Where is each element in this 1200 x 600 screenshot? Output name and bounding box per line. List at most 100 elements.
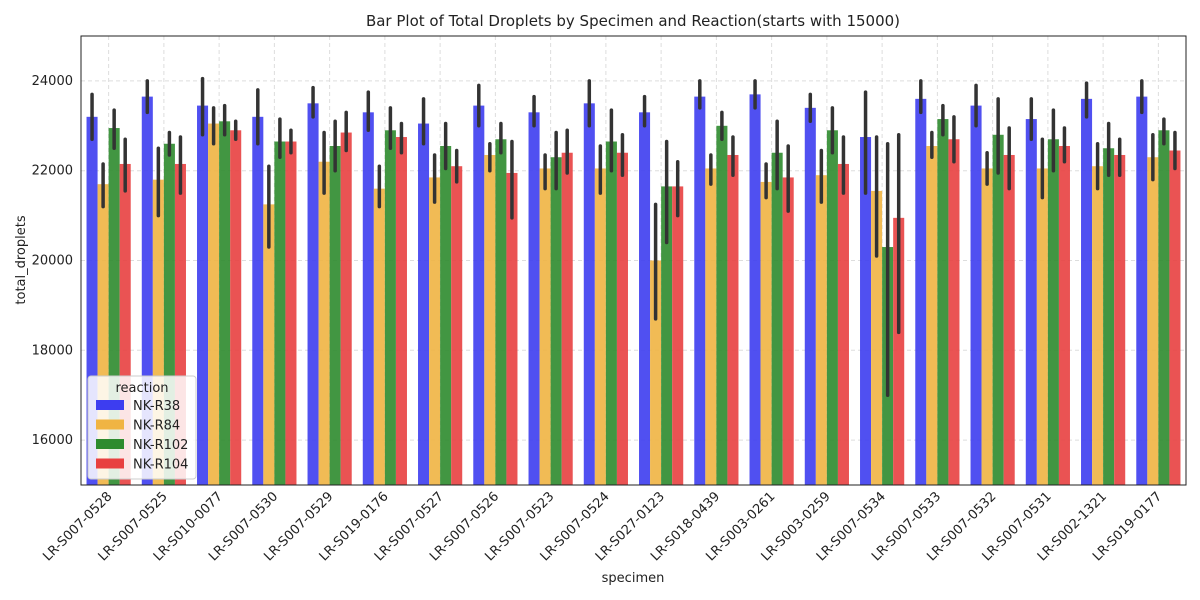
legend-label: NK-R38 — [133, 399, 180, 414]
bar-nk-r104 — [1003, 154, 1015, 486]
y-tick-label: 20000 — [32, 254, 73, 269]
bar-nk-r84 — [871, 190, 883, 485]
bar-nk-r102 — [274, 141, 286, 485]
bar-nk-r38 — [362, 112, 374, 485]
bar-nk-r38 — [1136, 96, 1148, 486]
legend-swatch — [96, 458, 124, 469]
bar-nk-r102 — [605, 141, 617, 485]
bar-nk-r84 — [650, 260, 662, 485]
bar-nk-r38 — [915, 98, 927, 486]
bar-nk-r102 — [716, 125, 728, 486]
bar-nk-r38 — [1025, 119, 1037, 485]
plot-frame — [80, 35, 1187, 486]
bar-nk-r104 — [727, 154, 739, 486]
bar-nk-r38 — [970, 105, 982, 485]
bar-nk-r38 — [583, 103, 595, 485]
bar-nk-r102 — [771, 152, 783, 486]
bar-nk-r84 — [705, 168, 717, 485]
legend-title: reaction — [115, 381, 168, 396]
bar-nk-r38 — [197, 105, 209, 485]
bar-nk-r102 — [992, 134, 1004, 485]
bar-nk-r104 — [1114, 154, 1126, 486]
x-ticks: LR-S007-0528LR-S007-0525LR-S010-0077LR-S… — [40, 489, 1165, 564]
bar-nk-r104 — [672, 186, 684, 486]
bar-nk-r102 — [495, 139, 507, 485]
bar-nk-r84 — [429, 177, 441, 485]
bar-nk-r84 — [760, 181, 772, 486]
bar-nk-r84 — [815, 175, 827, 485]
bar-nk-r104 — [506, 172, 518, 485]
bar-nk-r38 — [86, 116, 98, 485]
bar-nk-r104 — [340, 132, 352, 485]
bar-nk-r84 — [1147, 157, 1159, 486]
bar-nk-r104 — [285, 141, 297, 485]
bar-nk-r38 — [141, 96, 153, 486]
bar-nk-r104 — [893, 217, 905, 485]
y-tick-label: 24000 — [32, 74, 73, 89]
bar-nk-r102 — [329, 146, 341, 485]
bar-nk-r104 — [1058, 146, 1070, 485]
bar-nk-r38 — [1081, 98, 1093, 486]
bar-nk-r102 — [550, 157, 562, 486]
bar-nk-r84 — [484, 154, 496, 486]
bar-nk-r38 — [307, 103, 319, 485]
bar-nk-r104 — [230, 130, 242, 486]
bar-nk-r38 — [860, 137, 872, 485]
bar-nk-r38 — [749, 94, 761, 486]
bar-nk-r104 — [616, 152, 628, 486]
bar-nk-r104 — [948, 139, 960, 485]
bar-nk-r104 — [395, 137, 407, 485]
bar-nk-r104 — [119, 163, 131, 485]
y-axis-label: total_droplets — [14, 215, 29, 304]
bar-nk-r84 — [152, 179, 164, 485]
bar-nk-r38 — [473, 105, 485, 485]
bar-nk-r104 — [174, 163, 186, 485]
bars — [86, 94, 1181, 486]
chart-title: Bar Plot of Total Droplets by Specimen a… — [366, 12, 900, 30]
bar-nk-r102 — [661, 186, 673, 486]
bar-nk-r84 — [318, 161, 330, 485]
bar-nk-r102 — [440, 146, 452, 485]
bar-nk-r102 — [826, 130, 838, 486]
legend: reaction NK-R38 NK-R84 NK-R102 NK-R104 — [87, 375, 197, 480]
bar-nk-r38 — [418, 123, 430, 486]
bar-nk-r102 — [108, 128, 120, 486]
x-axis-label: specimen — [602, 571, 665, 586]
legend-swatch — [96, 419, 124, 430]
bar-nk-r104 — [782, 177, 794, 485]
bar-nk-r104 — [561, 152, 573, 486]
bar-nk-r104 — [451, 166, 463, 485]
bar-nk-r102 — [163, 143, 175, 485]
bar-nk-r102 — [1103, 148, 1115, 485]
bar-nk-r84 — [1092, 166, 1104, 485]
legend-swatch — [96, 439, 124, 449]
bar-nk-r102 — [384, 130, 396, 486]
bar-nk-r84 — [97, 184, 109, 486]
bar-nk-r84 — [208, 123, 220, 486]
bar-nk-r102 — [1047, 139, 1059, 485]
bar-nk-r84 — [1036, 168, 1048, 485]
bar-nk-r102 — [219, 121, 231, 485]
bar-nk-r84 — [594, 168, 606, 485]
legend-label: NK-R102 — [133, 438, 188, 453]
bar-nk-r84 — [926, 146, 938, 485]
legend-swatch — [96, 400, 124, 410]
bar-nk-r38 — [694, 96, 706, 486]
bar-nk-r84 — [263, 204, 275, 485]
bar-nk-r38 — [528, 112, 540, 485]
legend-label: NK-R104 — [133, 458, 188, 473]
bar-nk-r102 — [937, 119, 949, 485]
bar-nk-r84 — [539, 168, 551, 485]
error-bars — [90, 76, 1177, 397]
y-tick-label: 16000 — [32, 433, 73, 448]
grid — [81, 36, 1186, 485]
y-tick-label: 22000 — [32, 164, 73, 179]
bar-nk-r38 — [252, 116, 264, 485]
bar-nk-r84 — [373, 188, 385, 485]
y-tick-label: 18000 — [32, 343, 73, 358]
bar-nk-r102 — [1158, 130, 1170, 486]
y-ticks: 16000 18000 20000 22000 24000 — [32, 74, 73, 448]
bar-nk-r38 — [639, 112, 651, 485]
legend-label: NK-R84 — [133, 419, 180, 434]
